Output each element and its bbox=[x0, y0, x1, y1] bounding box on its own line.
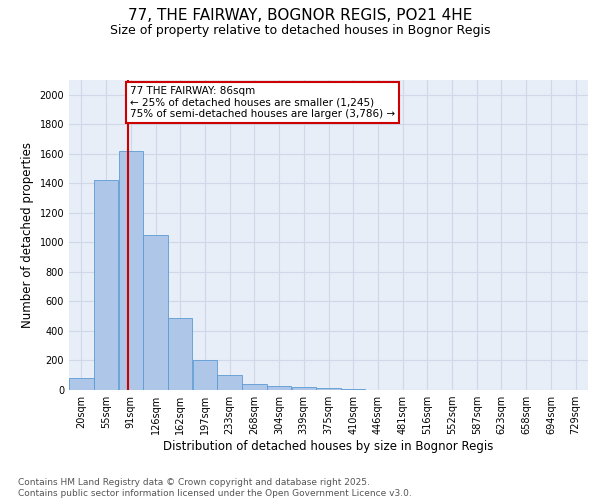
Bar bbox=[168, 318, 193, 390]
Text: Contains HM Land Registry data © Crown copyright and database right 2025.
Contai: Contains HM Land Registry data © Crown c… bbox=[18, 478, 412, 498]
Bar bbox=[143, 235, 168, 390]
Bar bbox=[292, 387, 316, 390]
Bar bbox=[316, 388, 341, 390]
Bar bbox=[267, 386, 292, 390]
Bar bbox=[242, 384, 266, 390]
Text: Size of property relative to detached houses in Bognor Regis: Size of property relative to detached ho… bbox=[110, 24, 490, 37]
Bar bbox=[193, 360, 217, 390]
Bar bbox=[217, 374, 242, 390]
Text: 77 THE FAIRWAY: 86sqm
← 25% of detached houses are smaller (1,245)
75% of semi-d: 77 THE FAIRWAY: 86sqm ← 25% of detached … bbox=[130, 86, 395, 119]
Bar bbox=[94, 180, 118, 390]
Bar bbox=[119, 151, 143, 390]
Y-axis label: Number of detached properties: Number of detached properties bbox=[21, 142, 34, 328]
X-axis label: Distribution of detached houses by size in Bognor Regis: Distribution of detached houses by size … bbox=[163, 440, 494, 453]
Bar bbox=[69, 378, 94, 390]
Text: 77, THE FAIRWAY, BOGNOR REGIS, PO21 4HE: 77, THE FAIRWAY, BOGNOR REGIS, PO21 4HE bbox=[128, 8, 472, 22]
